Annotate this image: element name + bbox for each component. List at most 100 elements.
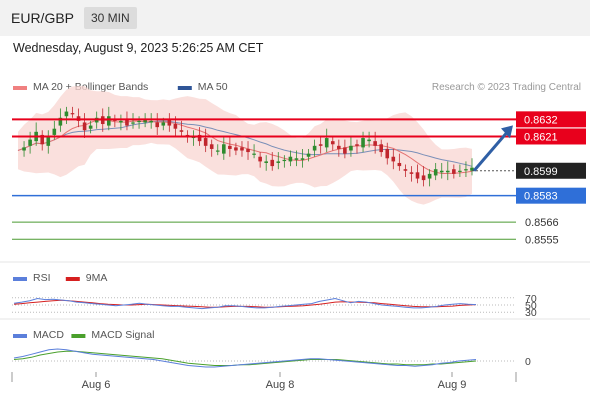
candle bbox=[439, 162, 444, 179]
candle-body bbox=[252, 153, 256, 155]
candle-body bbox=[427, 173, 432, 179]
candle bbox=[433, 162, 438, 181]
candle bbox=[343, 139, 347, 159]
main-legend-label: MA 20 + Bollinger Bands bbox=[33, 81, 148, 93]
candle-body bbox=[276, 161, 281, 163]
candle-body bbox=[282, 159, 287, 162]
candle bbox=[300, 148, 305, 168]
candle-body bbox=[403, 169, 408, 171]
candle-body bbox=[131, 122, 135, 124]
macd-legend-label: MACD Signal bbox=[91, 329, 154, 341]
candle-body bbox=[391, 156, 396, 162]
candle-body bbox=[240, 147, 244, 151]
candle bbox=[149, 113, 153, 129]
candle bbox=[282, 155, 287, 168]
candle-body bbox=[234, 147, 238, 151]
candle bbox=[403, 164, 408, 177]
candle-body bbox=[312, 145, 317, 151]
instrument-title: EUR/GBP bbox=[11, 10, 75, 26]
candle bbox=[234, 142, 238, 156]
candle bbox=[28, 131, 32, 154]
candle bbox=[22, 141, 26, 157]
candle-body bbox=[458, 170, 462, 172]
level-badge-0.8583 bbox=[516, 187, 586, 204]
candle-body bbox=[22, 147, 26, 151]
candle-body bbox=[119, 120, 123, 123]
macd-signal-line bbox=[13, 350, 477, 366]
timeframe-button[interactable]: 30 MIN bbox=[84, 7, 137, 29]
rsi-level-label: 70 bbox=[525, 293, 537, 305]
candle-body bbox=[107, 116, 111, 126]
candle-body bbox=[161, 122, 166, 126]
candle bbox=[252, 144, 256, 159]
candle bbox=[337, 139, 341, 157]
candle-body bbox=[300, 158, 305, 160]
candle-body bbox=[452, 169, 456, 174]
candle-body bbox=[246, 148, 250, 153]
candle-body bbox=[379, 144, 383, 153]
candle bbox=[64, 106, 69, 125]
macd-legend-swatch bbox=[71, 334, 86, 338]
x-tick-label: Aug 9 bbox=[438, 379, 467, 391]
candle-body bbox=[385, 148, 390, 159]
candle bbox=[470, 158, 474, 176]
candle-body bbox=[349, 145, 353, 151]
rsi-level-label: 30 bbox=[525, 307, 537, 319]
candle bbox=[276, 152, 281, 170]
forecast-arrow bbox=[472, 131, 509, 172]
candle bbox=[409, 166, 414, 182]
candle bbox=[294, 150, 299, 167]
x-tick-label: Aug 8 bbox=[266, 379, 295, 391]
candle bbox=[445, 161, 450, 181]
candle-body bbox=[373, 141, 377, 146]
candle bbox=[167, 113, 172, 132]
candle bbox=[215, 144, 220, 156]
candle-body bbox=[143, 119, 147, 123]
candle-body bbox=[439, 170, 444, 173]
candle-body bbox=[306, 153, 311, 157]
main-legend-label: MA 50 bbox=[198, 81, 228, 93]
candle bbox=[452, 164, 456, 179]
candle-body bbox=[367, 139, 371, 142]
candle-body bbox=[228, 145, 232, 149]
candle-body bbox=[337, 145, 341, 149]
main-legend-swatch bbox=[177, 86, 192, 90]
candle bbox=[246, 141, 250, 160]
candle bbox=[131, 113, 135, 129]
candle bbox=[391, 148, 396, 170]
macd-legend-swatch bbox=[13, 334, 27, 338]
level-label-0.8583: 0.8583 bbox=[524, 191, 558, 203]
candle bbox=[427, 169, 432, 187]
last-price-badge bbox=[516, 162, 586, 179]
x-tick-label: Aug 6 bbox=[82, 379, 111, 391]
candle-body bbox=[294, 158, 299, 160]
datetime-label: Wednesday, August 9, 2023 5:26:25 AM CET bbox=[13, 41, 264, 55]
candle bbox=[349, 136, 353, 157]
candle-body bbox=[288, 156, 293, 162]
candle bbox=[324, 128, 329, 153]
candle-body bbox=[264, 161, 268, 163]
candle-body bbox=[324, 138, 329, 148]
candle bbox=[306, 148, 311, 162]
candle bbox=[155, 113, 160, 135]
level-badge-0.8632 bbox=[516, 111, 586, 128]
candle bbox=[222, 136, 226, 160]
candle-body bbox=[137, 120, 141, 123]
candle-body bbox=[397, 162, 402, 167]
candle bbox=[264, 155, 268, 171]
rsi-legend-label: 9MA bbox=[86, 272, 108, 284]
header-bar: EUR/GBP 30 MIN bbox=[0, 0, 590, 36]
candle-body bbox=[125, 119, 129, 126]
candle-body bbox=[318, 144, 323, 146]
candle bbox=[318, 136, 323, 154]
candle bbox=[240, 141, 244, 157]
candle bbox=[415, 164, 420, 184]
candle-body bbox=[464, 169, 468, 171]
candle-body bbox=[82, 122, 87, 131]
candle-body bbox=[415, 172, 420, 179]
level-label-0.8555: 0.8555 bbox=[525, 234, 559, 246]
forecast-arrowhead bbox=[501, 125, 513, 139]
last-price-label: 0.8599 bbox=[524, 166, 558, 178]
candle bbox=[137, 116, 141, 129]
